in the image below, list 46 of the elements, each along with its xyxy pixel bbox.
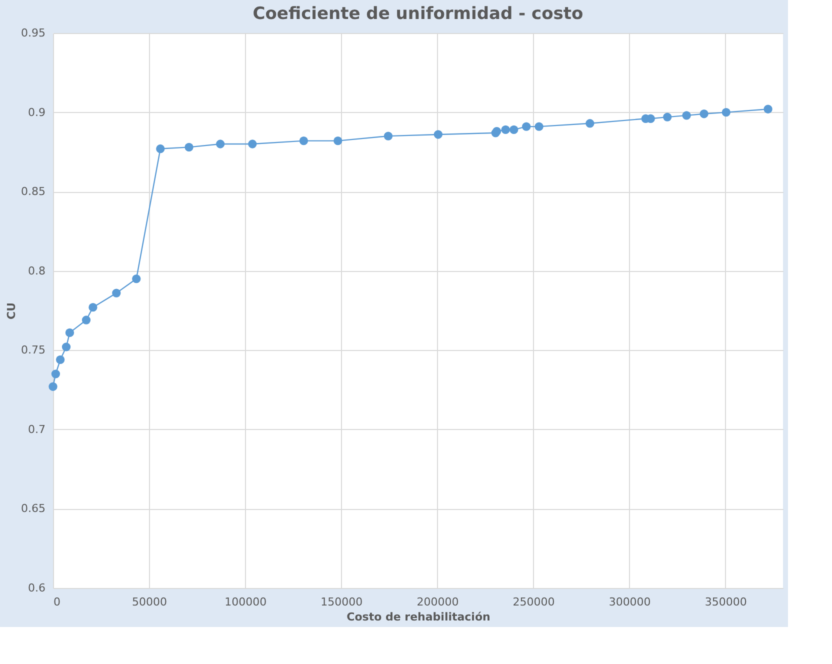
point xyxy=(434,130,442,139)
point xyxy=(334,136,342,146)
x-tick-label: 0 xyxy=(54,596,60,608)
y-tick-label: 0.9 xyxy=(28,106,46,119)
y-tick-label: 0.85 xyxy=(21,185,46,198)
point xyxy=(586,119,594,128)
point xyxy=(248,140,257,148)
x-tick-label: 100000 xyxy=(224,596,267,608)
point xyxy=(663,112,672,122)
point xyxy=(132,274,141,284)
point xyxy=(112,288,121,298)
point xyxy=(700,110,708,118)
point xyxy=(48,382,58,391)
x-tick-label: 50000 xyxy=(132,596,168,608)
point xyxy=(682,111,691,120)
y-tick-label: 0.65 xyxy=(21,502,46,516)
point xyxy=(384,132,393,140)
chart-title: Coeficiente de uniformidad - costo xyxy=(252,4,584,24)
x-axis-title: Costo de rehabilitación xyxy=(346,610,490,624)
point xyxy=(65,328,74,338)
x-tick-label: 350000 xyxy=(704,596,747,608)
point xyxy=(299,136,308,146)
point xyxy=(534,122,544,131)
x-tick-label: 200000 xyxy=(416,596,459,608)
point xyxy=(51,370,60,378)
point xyxy=(722,108,730,117)
point xyxy=(764,104,772,114)
point xyxy=(184,142,194,152)
x-tick-label: 150000 xyxy=(320,596,363,608)
x-tick-label: 250000 xyxy=(512,596,555,608)
y-tick-label: 0.95 xyxy=(21,26,46,40)
y-tick-label: 0.75 xyxy=(21,344,46,357)
y-tick-label: 0.6 xyxy=(28,582,46,594)
point xyxy=(82,316,91,324)
point xyxy=(501,125,510,134)
point xyxy=(216,140,225,148)
point xyxy=(510,125,518,134)
x-tick-label: 300000 xyxy=(608,596,651,608)
y-tick-label: 0.8 xyxy=(28,264,46,278)
y-tick-label: 0.7 xyxy=(28,422,46,436)
point xyxy=(156,144,165,154)
point xyxy=(88,303,98,312)
y-axis-title: CU xyxy=(5,302,18,320)
point xyxy=(522,122,531,131)
point xyxy=(56,355,65,364)
point xyxy=(62,342,71,352)
